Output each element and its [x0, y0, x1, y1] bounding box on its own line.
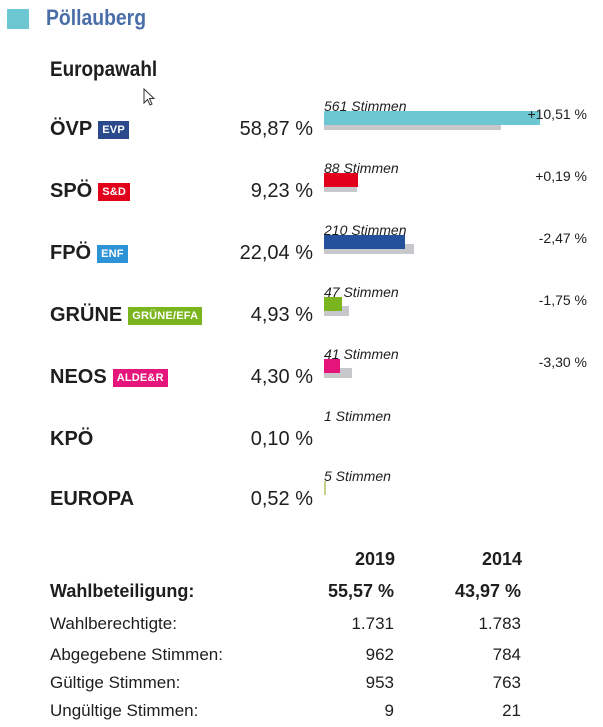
stats-label: Gültige Stimmen: [50, 673, 181, 692]
party-row: KPÖ 0,10 % 1 Stimmen [0, 408, 603, 482]
party-change-label: +10,51 % [527, 106, 587, 122]
bar-current-result [324, 111, 540, 125]
party-name: FPÖ ENF [50, 242, 128, 265]
stats-value-2014: 763 [492, 673, 521, 692]
bar-previous-result [324, 244, 414, 254]
party-votes-label: 5 Stimmen [324, 468, 391, 484]
party-row: GRÜNE GRÜNE/EFA 4,93 % 47 Stimmen -1,75 % [0, 284, 603, 358]
bar-current-result [324, 173, 358, 187]
party-votes-label: 88 Stimmen [324, 160, 399, 176]
bar-current-result [324, 235, 405, 249]
party-votes-label: 561 Stimmen [324, 98, 407, 114]
stats-value-2014: 784 [492, 645, 521, 664]
stats-value-2014: 43,97 % [454, 581, 521, 601]
party-votes-label: 41 Stimmen [324, 346, 399, 362]
stats-value-2014: 21 [502, 701, 521, 720]
stats-year-2019-header: 2019 [354, 549, 395, 569]
party-name-label: ÖVP [50, 118, 93, 140]
bar-current-result [324, 421, 326, 435]
party-percent: 0,52 % [250, 488, 313, 510]
eu-group-badge: S&D [98, 182, 131, 201]
party-name-label: FPÖ [50, 242, 92, 264]
bar-current-result [324, 359, 340, 373]
party-row: SPÖ S&D 9,23 % 88 Stimmen +0,19 % [0, 160, 603, 234]
place-title: Pöllauberg [46, 5, 147, 30]
party-percent: 0,10 % [250, 428, 313, 450]
party-row: NEOS ALDE&R 4,30 % 41 Stimmen -3,30 % [0, 346, 603, 420]
party-row: ÖVP EVP 58,87 % 561 Stimmen +10,51 % [0, 98, 603, 172]
stats-value-2014: 1.783 [478, 614, 521, 633]
party-change-label: +0,19 % [535, 168, 587, 184]
bar-current-result [324, 481, 326, 495]
stats-label: Wahlberechtigte: [50, 614, 177, 633]
party-name: NEOS ALDE&R [50, 366, 168, 389]
stats-value-2019: 1.731 [351, 614, 394, 633]
stats-label: Ungültige Stimmen: [50, 701, 199, 720]
stats-label: Abgegebene Stimmen: [50, 645, 223, 664]
party-name-label: GRÜNE [50, 304, 123, 326]
stats-value-2019: 55,57 % [327, 581, 394, 601]
party-name-label: SPÖ [50, 180, 93, 202]
party-votes-label: 47 Stimmen [324, 284, 399, 300]
party-change-label: -3,30 % [538, 354, 587, 370]
party-percent: 22,04 % [239, 242, 313, 264]
party-change-label: -1,75 % [538, 292, 587, 308]
stats-value-2019: 9 [384, 701, 394, 720]
party-name: GRÜNE GRÜNE/EFA [50, 304, 203, 327]
party-percent: 58,87 % [239, 118, 313, 140]
mouse-cursor-icon [143, 88, 156, 106]
party-votes-label: 210 Stimmen [324, 222, 407, 238]
party-name-label: NEOS [50, 366, 107, 388]
party-name: KPÖ [50, 428, 93, 451]
eu-group-badge: GRÜNE/EFA [128, 306, 203, 325]
stats-year-2014-header: 2014 [481, 549, 522, 569]
party-name: EUROPA [50, 488, 134, 511]
bar-current-result [324, 297, 343, 311]
stats-value-2019: 953 [365, 673, 394, 692]
bar-previous-result [324, 368, 352, 378]
stats-label: Wahlbeteiligung: [50, 581, 195, 601]
party-percent: 4,30 % [250, 366, 313, 388]
party-row: EUROPA 0,52 % 5 Stimmen [0, 468, 603, 542]
stats-value-2019: 962 [365, 645, 394, 664]
party-name-label: KPÖ [50, 428, 94, 450]
eu-group-badge: EVP [98, 120, 129, 139]
party-row: FPÖ ENF 22,04 % 210 Stimmen -2,47 % [0, 222, 603, 296]
bar-previous-result [324, 120, 502, 130]
party-percent: 4,93 % [250, 304, 313, 326]
party-name: SPÖ S&D [50, 180, 131, 203]
eu-group-badge: ALDE&R [112, 368, 168, 387]
party-change-label: -2,47 % [538, 230, 587, 246]
bar-previous-result [324, 306, 349, 316]
election-title: Europawahl [50, 58, 158, 81]
party-percent: 9,23 % [250, 180, 313, 202]
place-marker [7, 9, 29, 29]
party-name: ÖVP EVP [50, 118, 129, 141]
party-votes-label: 1 Stimmen [324, 408, 391, 424]
party-name-label: EUROPA [50, 488, 135, 510]
bar-previous-result [324, 182, 358, 192]
eu-group-badge: ENF [97, 244, 128, 263]
